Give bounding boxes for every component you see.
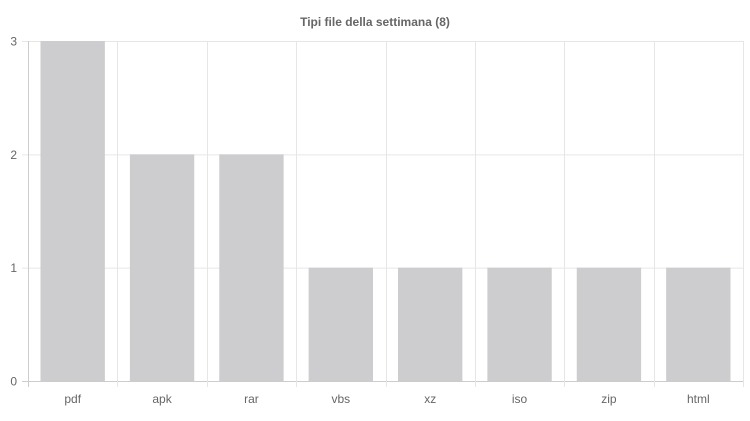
y-tick-label: 2 [10,148,17,162]
bar-apk [129,154,195,381]
x-tick-label: pdf [64,392,81,406]
bar-rar [219,154,284,381]
bar-pdf [40,41,105,381]
y-tick-label: 1 [10,261,17,275]
chart-title: Tipi file della settimana (8) [300,15,450,29]
y-tick-label: 3 [10,35,17,49]
x-tick-label: rar [244,392,259,406]
x-tick-label: vbs [331,392,350,406]
x-tick-label: html [687,392,710,406]
y-tick-label: 0 [10,375,17,389]
x-tick-label: iso [512,392,528,406]
x-tick-label: apk [152,392,172,406]
bar-vbs [308,267,373,381]
x-tick-label: zip [601,392,617,406]
bar-html [666,267,731,381]
bar-xz [398,267,463,381]
x-tick-label: xz [424,392,436,406]
bar-zip [576,267,642,381]
bar-iso [487,267,552,381]
